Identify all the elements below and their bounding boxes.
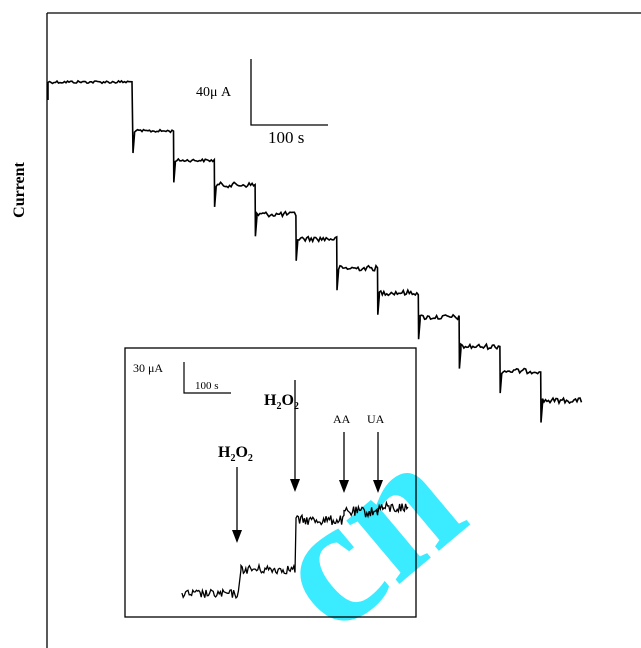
main-step-trace	[47, 79, 583, 423]
inset-scale-x-label: 100 s	[195, 380, 219, 392]
main-scale-y-label: 40μ A	[196, 85, 232, 100]
svg-text:H2O2: H2O2	[264, 392, 299, 412]
inset-frame	[124, 347, 417, 618]
annotation-ua: UA	[367, 412, 385, 493]
main-scale-bar: 40μ A 100 s	[196, 59, 328, 147]
main-scale-x-label: 100 s	[268, 128, 304, 147]
annotation-h2o2-second: H2O2	[264, 380, 300, 492]
annotation-aa-label: AA	[333, 412, 351, 426]
annotation-h2o2-first: H2O2	[218, 444, 253, 543]
svg-text:H2O2: H2O2	[218, 444, 253, 464]
y-axis-label: Current	[11, 161, 28, 217]
annotation-ua-label: UA	[367, 412, 385, 426]
inset-scale-y-label: 30 μA	[133, 361, 163, 375]
inset-scale-bar: 30 μA 100 s	[133, 361, 231, 394]
inset-trace	[181, 500, 409, 600]
annotation-aa: AA	[333, 412, 351, 493]
